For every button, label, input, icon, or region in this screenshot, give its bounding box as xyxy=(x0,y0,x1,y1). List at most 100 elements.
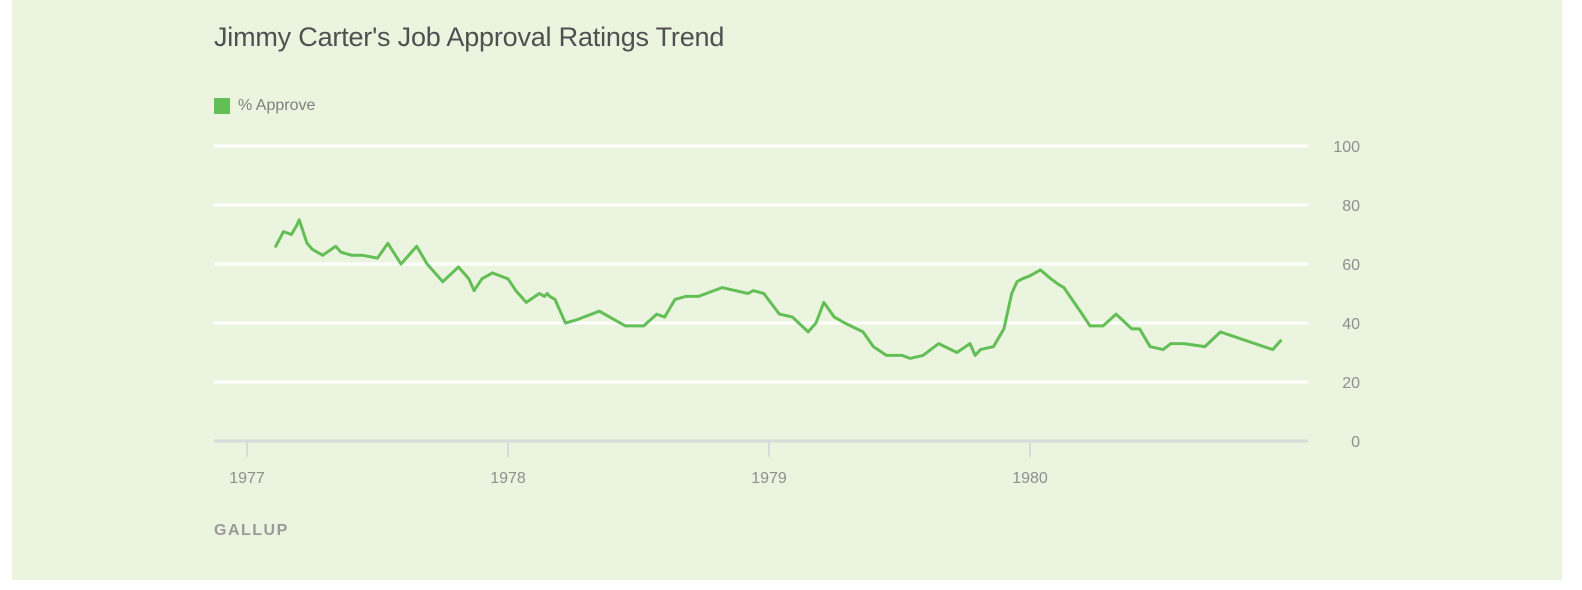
data-point xyxy=(441,280,444,283)
data-point xyxy=(697,295,700,298)
series-line-approve xyxy=(274,218,1283,360)
data-point xyxy=(979,348,982,351)
data-point xyxy=(1016,280,1019,283)
data-point xyxy=(376,257,379,260)
data-point xyxy=(1057,283,1060,286)
data-point xyxy=(974,354,977,357)
data-point xyxy=(457,266,460,269)
data-point xyxy=(885,354,888,357)
data-point xyxy=(306,242,309,245)
data-point xyxy=(311,248,314,251)
data-point xyxy=(1169,342,1172,345)
y-tick-label-20: 20 xyxy=(1342,375,1360,392)
data-point xyxy=(321,254,324,257)
data-point xyxy=(574,319,577,322)
data-point xyxy=(762,292,765,295)
data-point xyxy=(1279,339,1282,342)
data-point xyxy=(684,295,687,298)
data-point xyxy=(473,289,476,292)
data-point xyxy=(747,292,750,295)
data-point xyxy=(1115,313,1118,316)
data-point xyxy=(1203,345,1206,348)
data-point xyxy=(274,245,277,248)
data-point xyxy=(1002,327,1005,330)
legend-swatch xyxy=(214,98,230,114)
data-point xyxy=(334,245,337,248)
legend: % Approve xyxy=(214,96,315,116)
y-tick-label-100: 100 xyxy=(1333,139,1360,156)
y-tick-label-40: 40 xyxy=(1342,316,1360,333)
x-tick-label-1978: 1978 xyxy=(490,470,526,487)
data-point xyxy=(507,277,510,280)
data-point xyxy=(908,357,911,360)
y-tick-label-80: 80 xyxy=(1342,198,1360,215)
data-point xyxy=(862,330,865,333)
series-layer xyxy=(274,218,1283,360)
chart-panel xyxy=(12,0,1562,580)
data-point xyxy=(1149,345,1152,348)
legend-label-approve: % Approve xyxy=(238,97,316,114)
data-point xyxy=(491,271,494,274)
data-point xyxy=(734,289,737,292)
gridlines xyxy=(214,144,1308,457)
tick-labels: 0 20 40 60 80 100 1977 1978 1979 1980 xyxy=(229,139,1360,487)
data-point xyxy=(1029,274,1032,277)
data-point xyxy=(791,316,794,319)
chart-title: Jimmy Carter's Job Approval Ratings Tren… xyxy=(214,22,725,52)
data-point xyxy=(1081,313,1084,316)
data-point xyxy=(465,274,468,277)
data-point xyxy=(1039,268,1042,271)
data-point xyxy=(1162,348,1165,351)
data-point xyxy=(642,324,645,327)
data-point xyxy=(582,316,585,319)
data-point xyxy=(1010,292,1013,295)
data-point xyxy=(1049,277,1052,280)
data-point xyxy=(624,324,627,327)
data-point xyxy=(815,322,818,325)
data-point xyxy=(295,224,298,227)
x-tick-label-1977: 1977 xyxy=(229,470,265,487)
data-point xyxy=(538,292,541,295)
data-point xyxy=(598,310,601,313)
data-point xyxy=(350,254,353,257)
data-point xyxy=(872,345,875,348)
data-point xyxy=(467,277,470,280)
data-point xyxy=(514,289,517,292)
data-point xyxy=(663,316,666,319)
data-point xyxy=(655,313,658,316)
source-label: GALLUP xyxy=(214,522,289,539)
x-tick-label-1979: 1979 xyxy=(751,470,787,487)
data-point xyxy=(807,330,810,333)
data-point xyxy=(1130,327,1133,330)
data-point xyxy=(525,301,528,304)
data-point xyxy=(564,322,567,325)
data-point xyxy=(922,354,925,357)
data-point xyxy=(415,245,418,248)
data-point xyxy=(386,242,389,245)
data-point xyxy=(937,342,940,345)
data-point xyxy=(822,301,825,304)
data-point xyxy=(1102,324,1105,327)
data-point xyxy=(548,295,551,298)
data-point xyxy=(992,345,995,348)
y-tick-label-0: 0 xyxy=(1351,434,1360,451)
data-point xyxy=(400,263,403,266)
data-point xyxy=(843,322,846,325)
data-point xyxy=(674,298,677,301)
data-point xyxy=(1138,327,1141,330)
data-point xyxy=(721,286,724,289)
x-tick-label-1980: 1980 xyxy=(1012,470,1048,487)
data-point xyxy=(340,251,343,254)
data-point xyxy=(1271,348,1274,351)
data-point xyxy=(426,263,429,266)
data-point xyxy=(290,233,293,236)
data-point xyxy=(543,295,546,298)
data-point xyxy=(1183,342,1186,345)
data-point xyxy=(955,351,958,354)
data-point xyxy=(1062,286,1065,289)
data-point xyxy=(298,218,301,221)
data-point xyxy=(282,230,285,233)
data-point xyxy=(614,319,617,322)
data-point xyxy=(546,292,549,295)
